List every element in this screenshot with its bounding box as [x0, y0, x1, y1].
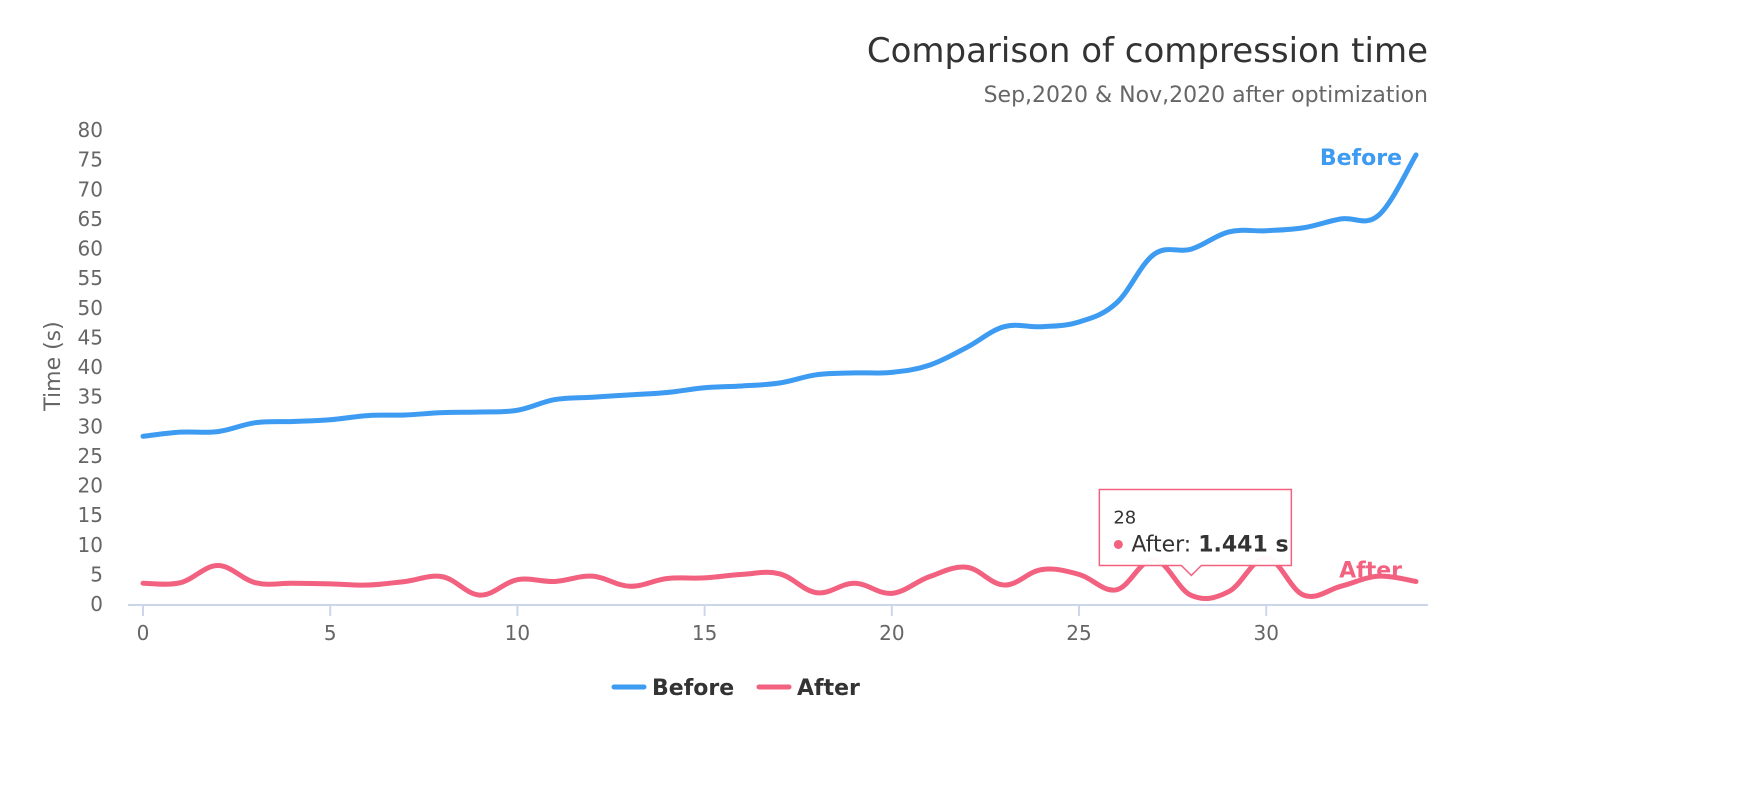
- y-tick-label: 80: [78, 118, 103, 142]
- tooltip-value-line: After: 1.441 s: [1131, 532, 1288, 557]
- y-tick-label: 10: [78, 533, 103, 557]
- y-tick-label: 25: [78, 444, 103, 468]
- y-tick-label: 15: [78, 503, 103, 527]
- series-end-label-before: Before: [1320, 146, 1402, 171]
- tooltip: 28 After: 1.441 s: [1098, 488, 1293, 577]
- series-line-before[interactable]: [140, 152, 1419, 439]
- y-tick-label: 65: [78, 207, 103, 231]
- y-tick-label: 50: [78, 296, 103, 320]
- x-tick-label: 25: [1066, 621, 1091, 645]
- y-axis: 0 5 10 15 20 25 30 35 40 45 50 55 60 65 70 75 80: [78, 118, 103, 616]
- y-tick-label: 20: [78, 474, 103, 498]
- y-tick-label: 0: [90, 592, 103, 616]
- tooltip-series-marker: [1113, 539, 1123, 549]
- y-axis-title: Time (s): [41, 321, 66, 411]
- series-end-label-after: After: [1339, 558, 1402, 583]
- tooltip-box: [1098, 488, 1293, 577]
- y-tick-label: 30: [78, 414, 103, 438]
- y-tick-label: 40: [78, 355, 103, 379]
- x-axis: 0 5 10 15 20 25 30: [137, 605, 1279, 645]
- tooltip-value: 1.441 s: [1198, 532, 1288, 557]
- y-tick-label: 75: [78, 148, 103, 172]
- legend: Before After: [611, 676, 860, 701]
- series-layer: Before After: [140, 146, 1419, 602]
- legend-item-before[interactable]: Before: [611, 676, 734, 701]
- y-tick-label: 35: [78, 385, 103, 409]
- tooltip-x-label: 28: [1113, 507, 1136, 528]
- tooltip-series-label: After:: [1131, 532, 1198, 557]
- chart-title: Comparison of compression time: [867, 31, 1428, 71]
- y-tick-label: 60: [78, 237, 103, 261]
- x-tick-label: 30: [1254, 621, 1279, 645]
- chart-subtitle: Sep,2020 & Nov,2020 after optimization: [984, 83, 1428, 108]
- y-tick-label: 5: [90, 562, 103, 586]
- x-tick-label: 5: [324, 621, 337, 645]
- x-tick-label: 20: [879, 621, 904, 645]
- x-tick-label: 15: [692, 621, 717, 645]
- series-line-after[interactable]: [140, 555, 1419, 602]
- legend-label: Before: [652, 676, 734, 701]
- y-tick-label: 70: [78, 177, 103, 201]
- y-tick-label: 55: [78, 266, 103, 290]
- legend-label: After: [797, 676, 860, 701]
- y-tick-label: 45: [78, 325, 103, 349]
- legend-item-after[interactable]: After: [756, 676, 860, 701]
- x-tick-label: 0: [137, 621, 150, 645]
- x-tick-label: 10: [505, 621, 530, 645]
